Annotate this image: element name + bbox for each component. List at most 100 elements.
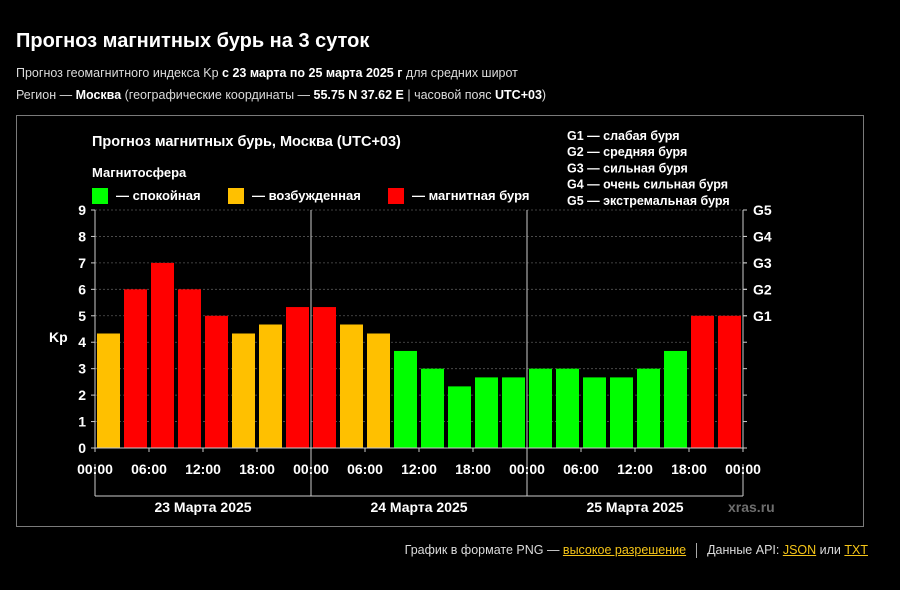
- x-tick-label: 06:00: [347, 461, 383, 477]
- kp-bar: [502, 377, 525, 448]
- y-tick-label: 1: [78, 414, 86, 430]
- footer-divider: [696, 543, 698, 559]
- kp-bar: [205, 315, 228, 448]
- png-text: График в формате PNG —: [404, 543, 563, 557]
- footer: График в формате PNG — высокое разрешени…: [404, 543, 868, 559]
- kp-bar: [691, 315, 714, 448]
- kp-bar: [475, 377, 498, 448]
- kp-bar: [394, 350, 417, 448]
- g-tick-label: G3: [753, 255, 772, 271]
- kp-bar: [97, 333, 120, 448]
- legend-title: Магнитосфера: [92, 165, 187, 180]
- g-legend-item: G5 — экстремальная буря: [567, 194, 730, 208]
- api-text: Данные API:: [707, 543, 783, 557]
- legend-swatch: [388, 188, 404, 204]
- g-legend-item: G4 — очень сильная буря: [567, 178, 728, 192]
- coordinates: 55.75 N 37.62 E: [313, 88, 404, 102]
- g-tick-label: G4: [753, 228, 772, 244]
- kp-forecast-chart: Прогноз магнитных бурь, Москва (UTC+03) …: [49, 129, 775, 515]
- page-title: Прогноз магнитных бурь на 3 суток: [16, 30, 370, 52]
- y-tick-label: 8: [78, 228, 86, 244]
- bars: [97, 262, 741, 448]
- x-tick-label: 00:00: [293, 461, 329, 477]
- day-label: 25 Марта 2025: [586, 499, 683, 515]
- g-tick-label: G1: [753, 308, 772, 324]
- kp-bar: [556, 368, 579, 448]
- legend-label: — магнитная буря: [412, 188, 529, 203]
- kp-bar: [637, 368, 660, 448]
- coords-prefix: (географические координаты —: [121, 88, 314, 102]
- legend-swatch: [228, 188, 244, 204]
- kp-bar: [718, 315, 741, 448]
- kp-bar: [151, 262, 174, 448]
- kp-bar: [178, 289, 201, 448]
- y-tick-label: 5: [78, 308, 86, 324]
- grid-lines: [95, 209, 743, 422]
- y-tick-label: 7: [78, 255, 86, 271]
- x-tick-label: 18:00: [671, 461, 707, 477]
- chart-legend: — спокойная — возбужденная — магнитная бур…: [92, 188, 529, 204]
- description-prefix: Прогноз геомагнитного индекса Kp: [16, 66, 223, 80]
- kp-bar: [448, 386, 471, 448]
- x-tick-label: 18:00: [455, 461, 491, 477]
- kp-bar: [583, 377, 606, 448]
- kp-bar: [529, 368, 552, 448]
- legend-label: — возбужденная: [252, 188, 361, 203]
- high-resolution-link[interactable]: высокое разрешение: [562, 543, 687, 557]
- x-tick-label: 18:00: [239, 461, 275, 477]
- chart-title: Прогноз магнитных бурь, Москва (UTC+03): [92, 134, 401, 150]
- g-axis-ticks: G1 G2 G3 G4 G5: [743, 202, 772, 449]
- x-tick-label: 00:00: [509, 461, 545, 477]
- region-suffix: ): [541, 88, 547, 102]
- kp-bar: [610, 377, 633, 448]
- day-labels: 23 Марта 2025 24 Марта 2025 25 Марта 2025: [154, 499, 683, 515]
- y-tick-label: 0: [78, 440, 86, 456]
- g-scale-legend: G1 — слабая буря G2 — средняя буря G3 — си…: [567, 129, 730, 208]
- chart-frame: Прогноз магнитных бурь, Москва (UTC+03) …: [16, 115, 864, 527]
- kp-bar: [664, 350, 687, 448]
- legend-label: — спокойная: [116, 188, 201, 203]
- day-label: 23 Марта 2025: [154, 499, 251, 515]
- x-tick-label: 06:00: [131, 461, 167, 477]
- kp-bar: [421, 368, 444, 448]
- x-tick-label: 00:00: [725, 461, 761, 477]
- txt-link[interactable]: TXT: [844, 543, 868, 557]
- date-range: с 23 марта по 25 марта 2025 г: [222, 66, 403, 80]
- y-tick-label: 3: [78, 361, 86, 377]
- y-axis-ticks: 0 1 2 3 4 5 6 7 8 9: [78, 202, 95, 456]
- forecast-description: Прогноз геомагнитного индекса Kp с 23 ма…: [16, 66, 518, 80]
- timezone-prefix: | часовой пояс: [403, 88, 495, 102]
- or-text: или: [816, 543, 845, 557]
- region-info: Регион — Москва (географические координа…: [16, 88, 546, 102]
- watermark: xras.ru: [728, 499, 775, 515]
- kp-bar: [232, 333, 255, 448]
- x-tick-label: 12:00: [185, 461, 221, 477]
- description-suffix: для средних широт: [402, 66, 518, 80]
- day-label: 24 Марта 2025: [370, 499, 467, 515]
- g-tick-label: G5: [753, 202, 772, 218]
- g-tick-label: G2: [753, 281, 772, 297]
- g-legend-item: G1 — слабая буря: [567, 129, 680, 143]
- y-tick-label: 2: [78, 387, 86, 403]
- g-legend-item: G2 — средняя буря: [567, 145, 687, 159]
- kp-bar: [286, 307, 309, 448]
- kp-bar: [124, 289, 147, 448]
- region-name: Москва: [75, 88, 122, 102]
- y-tick-label: 4: [78, 334, 86, 350]
- x-tick-label: 12:00: [401, 461, 437, 477]
- g-legend-item: G3 — сильная буря: [567, 161, 688, 175]
- kp-bar: [340, 324, 363, 448]
- y-tick-label: 9: [78, 202, 86, 218]
- kp-bar: [367, 333, 390, 448]
- kp-bar: [313, 307, 336, 448]
- x-axis-ticks: 00:00 06:00 12:00 18:00 00:00 06:00 12:00 18:00…: [77, 448, 761, 477]
- kp-bar: [259, 324, 282, 448]
- y-tick-label: 6: [78, 281, 86, 297]
- legend-swatch: [92, 188, 108, 204]
- timezone: UTC+03: [495, 88, 542, 102]
- region-prefix: Регион —: [16, 88, 76, 102]
- y-axis-label: Kp: [49, 329, 68, 345]
- x-tick-label: 00:00: [77, 461, 113, 477]
- x-tick-label: 06:00: [563, 461, 599, 477]
- json-link[interactable]: JSON: [782, 543, 817, 557]
